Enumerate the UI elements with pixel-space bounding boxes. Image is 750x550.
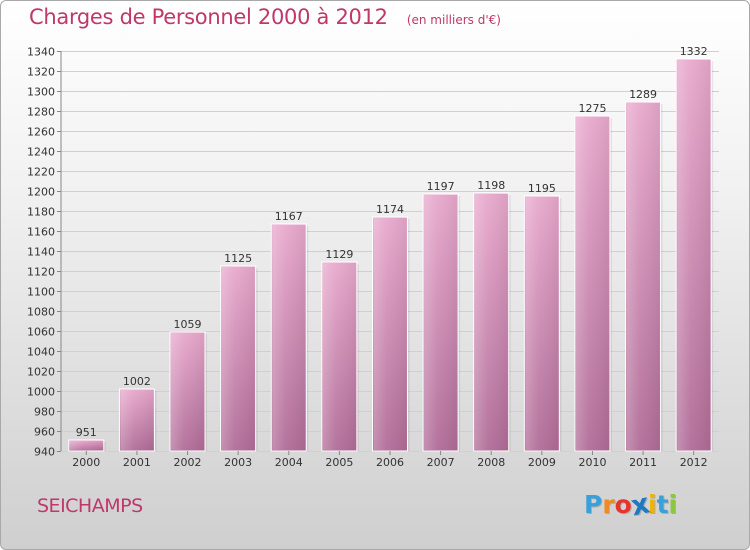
y-tick-label: 1220 (27, 166, 55, 179)
x-axis: 2000 2001 2002 2003 2004 2005 2006 2007 2008 2009… (72, 451, 708, 469)
x-tick-label: 2006 (376, 456, 404, 469)
data-label: 1198 (477, 179, 505, 192)
y-tick-label: 1180 (27, 206, 55, 219)
bar-shine (424, 195, 458, 450)
bars: 951 1002 1059 1125 1167 1129 1174 1197 1198 1195 1… (68, 45, 714, 452)
chart-title: Charges de Personnel 2000 à 2012 (29, 5, 388, 29)
logo-letter: t (656, 490, 669, 519)
y-tick-label: 1040 (27, 346, 55, 359)
logo-letter: r (602, 490, 615, 519)
data-label: 1167 (275, 210, 303, 223)
x-tick-label: 2000 (72, 456, 100, 469)
x-tick-label: 2009 (528, 456, 556, 469)
logo-letter: P (584, 490, 603, 519)
logo-letter: i (668, 490, 678, 519)
logo-letter: i (648, 490, 657, 519)
bar-shine (171, 333, 205, 450)
y-tick-label: 1240 (27, 146, 55, 159)
x-tick-label: 2007 (427, 456, 455, 469)
bar-shine (626, 103, 660, 450)
bar-shine (272, 225, 306, 450)
x-tick-label: 2004 (275, 456, 303, 469)
y-tick-label: 1340 (27, 46, 55, 59)
y-tick-label: 1200 (27, 186, 55, 199)
bar-shine (120, 390, 154, 450)
y-tick-label: 1020 (27, 366, 55, 379)
x-tick-label: 2008 (477, 456, 505, 469)
y-tick-label: 1140 (27, 246, 55, 259)
y-tick-label: 1280 (27, 106, 55, 119)
bar-shine (322, 263, 356, 450)
x-tick-label: 2011 (629, 456, 657, 469)
y-tick-label: 1160 (27, 226, 55, 239)
bar-shine (373, 218, 407, 450)
bar-shine (677, 60, 711, 450)
proxiti-logo[interactable]: Proxiti (584, 487, 678, 522)
y-tick-label: 980 (34, 406, 55, 419)
y-axis: 940 960 980 1000 1020 1040 1060 1080 1100 1120 114… (27, 46, 62, 459)
bar-shine (69, 441, 103, 450)
y-tick-label: 940 (34, 446, 55, 459)
city-name: SEICHAMPS (37, 495, 143, 517)
chart-title-block: Charges de Personnel 2000 à 2012 (en mil… (29, 5, 501, 29)
x-tick-label: 2010 (578, 456, 606, 469)
y-tick-label: 1320 (27, 66, 55, 79)
data-label: 1195 (528, 182, 556, 195)
data-label: 951 (76, 426, 97, 439)
bar-shine (525, 197, 559, 450)
x-tick-label: 2005 (325, 456, 353, 469)
y-tick-label: 960 (34, 426, 55, 439)
data-label: 1129 (325, 248, 353, 261)
x-tick-label: 2001 (123, 456, 151, 469)
y-tick-label: 1000 (27, 386, 55, 399)
data-label: 1289 (629, 88, 657, 101)
data-label: 1059 (174, 318, 202, 331)
data-label: 1125 (224, 252, 252, 265)
chart-subtitle: (en milliers d'€) (406, 13, 501, 27)
logo-letter: o (614, 490, 632, 519)
x-tick-label: 2002 (174, 456, 202, 469)
y-tick-label: 1120 (27, 266, 55, 279)
y-tick-label: 1060 (27, 326, 55, 339)
y-tick-label: 1100 (27, 286, 55, 299)
data-label: 1332 (680, 45, 708, 58)
y-tick-label: 1080 (27, 306, 55, 319)
y-tick-label: 1260 (27, 126, 55, 139)
data-label: 1002 (123, 375, 151, 388)
x-tick-label: 2003 (224, 456, 252, 469)
data-label: 1197 (427, 180, 455, 193)
bar-shine (474, 194, 508, 450)
x-tick-label: 2012 (680, 456, 708, 469)
data-label: 1275 (578, 102, 606, 115)
data-label: 1174 (376, 203, 404, 216)
bar-shine (575, 117, 609, 450)
y-tick-label: 1300 (27, 86, 55, 99)
bar-shine (221, 267, 255, 450)
